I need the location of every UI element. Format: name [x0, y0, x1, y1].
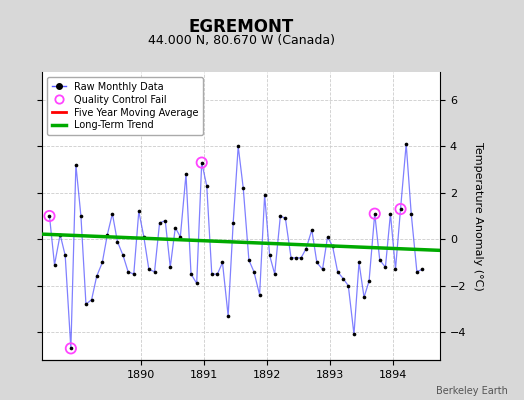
Point [140, 234, 148, 240]
Point [72, 162, 80, 168]
Point [344, 282, 353, 289]
Point [396, 206, 405, 212]
Point [270, 271, 279, 277]
Point [119, 252, 127, 259]
Point [266, 252, 274, 259]
Point [82, 301, 90, 308]
Point [281, 215, 290, 222]
Point [276, 213, 285, 219]
Point [229, 220, 237, 226]
Point [67, 345, 75, 352]
Point [413, 268, 421, 275]
Point [381, 264, 390, 270]
Point [313, 259, 321, 266]
Point [402, 141, 410, 147]
Text: EGREMONT: EGREMONT [189, 18, 293, 36]
Point [250, 268, 258, 275]
Point [418, 266, 426, 273]
Point [396, 206, 405, 212]
Point [260, 192, 269, 198]
Point [176, 234, 184, 240]
Point [355, 259, 363, 266]
Point [129, 271, 138, 277]
Point [407, 210, 416, 217]
Point [224, 313, 232, 319]
Point [98, 259, 106, 266]
Point [318, 266, 326, 273]
Point [45, 213, 53, 219]
Point [370, 210, 379, 217]
Point [234, 143, 243, 150]
Point [239, 185, 247, 191]
Legend: Raw Monthly Data, Quality Control Fail, Five Year Moving Average, Long-Term Tren: Raw Monthly Data, Quality Control Fail, … [47, 77, 203, 135]
Point [150, 268, 159, 275]
Point [365, 278, 373, 284]
Point [56, 231, 64, 238]
Point [77, 213, 85, 219]
Text: Berkeley Earth: Berkeley Earth [436, 386, 508, 396]
Point [376, 257, 384, 263]
Point [203, 183, 211, 189]
Point [135, 208, 143, 214]
Point [386, 210, 395, 217]
Point [161, 218, 169, 224]
Point [92, 273, 101, 280]
Point [198, 159, 206, 166]
Point [219, 259, 227, 266]
Point [192, 280, 201, 286]
Point [370, 210, 379, 217]
Point [171, 224, 180, 231]
Point [113, 238, 122, 245]
Point [297, 255, 305, 261]
Point [255, 292, 264, 298]
Point [329, 243, 337, 249]
Point [391, 266, 400, 273]
Point [166, 264, 174, 270]
Point [108, 210, 116, 217]
Point [124, 268, 132, 275]
Point [208, 271, 216, 277]
Point [350, 331, 358, 338]
Point [339, 276, 347, 282]
Point [333, 268, 342, 275]
Y-axis label: Temperature Anomaly (°C): Temperature Anomaly (°C) [473, 142, 483, 290]
Point [292, 255, 300, 261]
Point [145, 266, 153, 273]
Point [287, 255, 295, 261]
Point [103, 231, 112, 238]
Point [198, 159, 206, 166]
Point [213, 271, 222, 277]
Point [156, 220, 164, 226]
Point [67, 345, 75, 352]
Point [50, 262, 59, 268]
Point [187, 271, 195, 277]
Point [323, 234, 332, 240]
Text: 44.000 N, 80.670 W (Canada): 44.000 N, 80.670 W (Canada) [148, 34, 334, 47]
Point [45, 213, 53, 219]
Point [182, 171, 190, 177]
Point [360, 294, 368, 300]
Point [61, 252, 69, 259]
Point [245, 257, 253, 263]
Point [302, 245, 310, 252]
Point [88, 296, 96, 303]
Point [308, 227, 316, 233]
